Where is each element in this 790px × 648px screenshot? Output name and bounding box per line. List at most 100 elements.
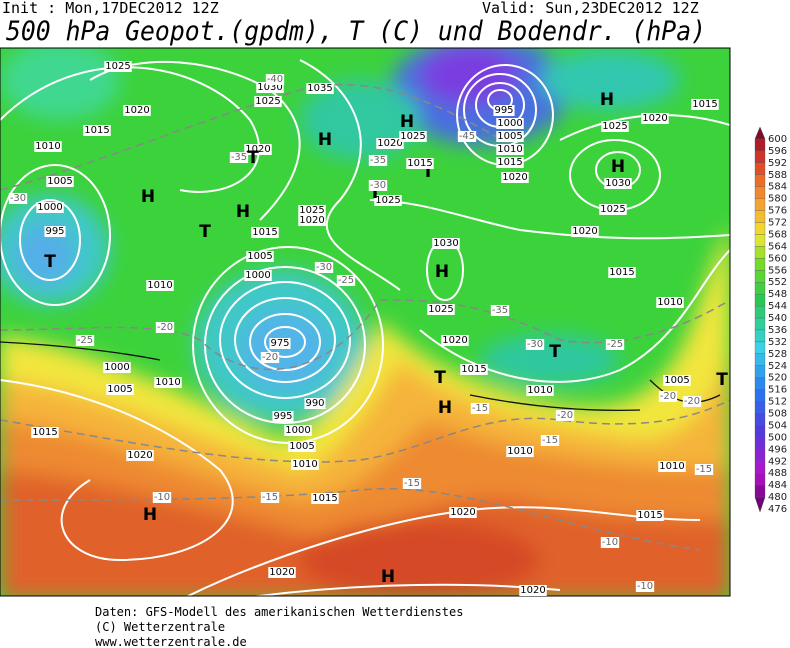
label-box	[106, 384, 134, 395]
pressure-label: 1015	[461, 364, 486, 375]
map-label: 1025	[104, 61, 132, 72]
label-box	[254, 96, 282, 107]
map-label: 1020	[123, 105, 151, 116]
label-box	[555, 410, 575, 421]
pressure-label: 1010	[497, 144, 522, 155]
footer-line: Daten: GFS-Modell des amerikanischen Wet…	[95, 605, 463, 619]
colorbar-label: 484	[768, 480, 787, 491]
label-box	[36, 202, 64, 213]
colorbar-label: 548	[768, 289, 787, 300]
label-box	[636, 510, 664, 521]
colorbar-cell	[754, 401, 766, 414]
map-label: -20	[682, 396, 702, 407]
label-box	[368, 180, 388, 191]
colorbar-cell	[754, 162, 766, 175]
label-box	[284, 425, 312, 436]
temperature-label: -15	[262, 492, 278, 503]
map-label: 1005	[106, 384, 134, 395]
high-pressure-marker: H	[318, 130, 332, 150]
temperature-label: -20	[262, 352, 278, 363]
high-pressure-marker: H	[611, 157, 625, 177]
label-box	[635, 581, 655, 592]
map-label: 1020	[641, 113, 669, 124]
label-box	[314, 262, 334, 273]
label-box	[599, 204, 627, 215]
colorbar-label: 532	[768, 337, 787, 348]
label-box	[152, 492, 172, 503]
label-box	[601, 121, 629, 132]
temperature-label: -25	[607, 339, 623, 350]
label-box	[691, 99, 719, 110]
temperature-label: -30	[527, 339, 543, 350]
colorbar-label: 600	[768, 134, 787, 145]
pressure-label: 1025	[600, 204, 625, 215]
label-box	[663, 375, 691, 386]
label-box	[298, 205, 326, 216]
colorbar-cell	[754, 389, 766, 402]
colorbar-label: 500	[768, 432, 787, 443]
pressure-label: 1010	[507, 446, 532, 457]
pressure-label: 1010	[155, 377, 180, 388]
colorbar-cell	[754, 353, 766, 366]
label-box	[604, 178, 632, 189]
map-label: 1025	[601, 121, 629, 132]
pressure-label: 1000	[104, 362, 129, 373]
colorbar-label: 504	[768, 420, 787, 431]
temperature-label: -20	[684, 396, 700, 407]
label-box	[399, 131, 427, 142]
label-box	[519, 585, 547, 596]
label-box	[457, 131, 477, 142]
map-label: -15	[540, 435, 560, 446]
pressure-label: 1020	[502, 172, 527, 183]
label-box	[441, 335, 469, 346]
map-label: 1015	[636, 510, 664, 521]
map-label: 1030	[432, 238, 460, 249]
pressure-label: 1000	[285, 425, 310, 436]
init-time: Init : Mon,17DEC2012 12Z	[2, 0, 219, 17]
label-box	[526, 385, 554, 396]
pressure-label: 1015	[252, 227, 277, 238]
colorbar-label: 480	[768, 492, 787, 503]
label-box	[427, 304, 455, 315]
label-box	[368, 155, 388, 166]
pressure-label: 990	[305, 398, 324, 409]
label-box	[658, 391, 678, 402]
pressure-label: 1005	[289, 441, 314, 452]
colorbar-cell	[754, 473, 766, 486]
colorbar-cell	[754, 341, 766, 354]
label-box	[104, 61, 132, 72]
map-label: 1005	[663, 375, 691, 386]
high-pressure-marker: H	[141, 187, 155, 207]
map-label: 1015	[406, 158, 434, 169]
map-label: 1005	[496, 131, 524, 142]
pressure-label: 1020	[642, 113, 667, 124]
low-pressure-marker: T	[199, 222, 211, 242]
map-label: -10	[635, 581, 655, 592]
pressure-label: 1010	[659, 461, 684, 472]
temperature-label: -15	[542, 435, 558, 446]
pressure-label: 995	[45, 226, 64, 237]
colorbar-cell	[754, 329, 766, 343]
temperature-label: -35	[231, 152, 247, 163]
colorbar-label: 512	[768, 397, 787, 408]
pressure-label: 1025	[602, 121, 627, 132]
map-label: -10	[600, 537, 620, 548]
valid-time: Valid: Sun,23DEC2012 12Z	[482, 0, 699, 17]
label-box	[260, 352, 280, 363]
high-pressure-marker: H	[600, 90, 614, 110]
label-box	[251, 227, 279, 238]
label-box	[374, 195, 402, 206]
colorbar-cell	[754, 270, 766, 283]
map-label: 1010	[506, 446, 534, 457]
label-box	[496, 131, 524, 142]
map-label: 1025	[599, 204, 627, 215]
map-label: 1010	[656, 297, 684, 308]
high-pressure-marker: H	[381, 567, 395, 587]
pressure-label: 1015	[312, 493, 337, 504]
label-box	[246, 251, 274, 262]
colorbar-cell	[754, 222, 766, 235]
colorbar-label: 568	[768, 229, 787, 240]
map-label: -35	[490, 305, 510, 316]
temperature-label: -30	[316, 262, 332, 273]
colorbar-cell	[754, 246, 766, 259]
